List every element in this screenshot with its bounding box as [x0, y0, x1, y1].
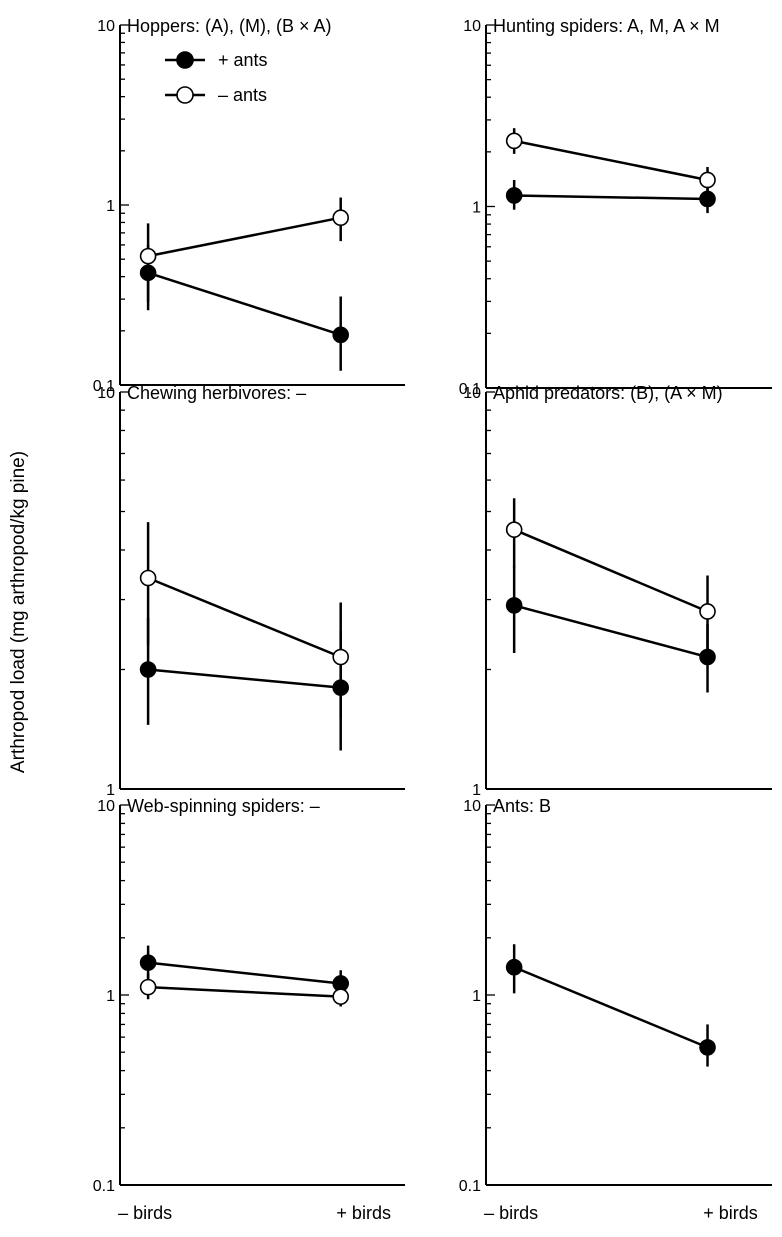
data-point [139, 954, 157, 971]
panel-title: Hunting spiders: A, M, A × M [493, 16, 720, 36]
series-line [148, 985, 341, 998]
panel-web-spinning-spiders: 10 1 0.1 Web-spinning spiders: – – birds + bi… [93, 796, 405, 1223]
data-point [699, 190, 716, 208]
panel-hoppers-a-m-b-a: 10 1 0.1 Hoppers: (A), (M), (B × A) [93, 16, 405, 395]
series-line [514, 194, 708, 201]
y-tick-label: 10 [463, 798, 481, 815]
data-point [505, 132, 523, 150]
series-line [513, 966, 708, 1049]
y-tick-label: 10 [463, 385, 481, 402]
series-line [147, 668, 341, 689]
series-plus-ants [505, 944, 716, 1067]
y-tick-label: 1 [472, 988, 481, 1005]
y-tick-label: 10 [97, 385, 115, 402]
series-minus-ants [505, 128, 716, 193]
x-tick-label: + birds [703, 1203, 758, 1223]
y-tick-label: 0.1 [459, 381, 481, 398]
x-tick-label: + birds [336, 1203, 391, 1223]
legend: + ants – ants [165, 50, 268, 105]
series-minus-ants [139, 522, 350, 720]
series-line [147, 216, 341, 258]
data-point [332, 209, 350, 227]
data-point [505, 521, 523, 538]
data-point [505, 597, 523, 614]
series-minus-ants [139, 973, 350, 1007]
data-point [505, 187, 523, 204]
legend-marker [176, 51, 194, 69]
y-tick-label: 1 [106, 782, 115, 799]
y-axis-label: Arthropod load (mg arthropod/kg pine) [8, 450, 29, 774]
y-tick-label: 10 [463, 18, 481, 35]
y-tick-label: 1 [472, 782, 481, 799]
data-point [139, 569, 157, 587]
panel-title: Web-spinning spiders: – [127, 796, 320, 816]
x-tick-label: – birds [484, 1203, 538, 1223]
panel-ants-b: 10 1 0.1 Ants: B – birds + birds [459, 796, 772, 1223]
data-point [332, 648, 350, 666]
series-plus-ants [505, 179, 716, 214]
series-line [513, 604, 708, 659]
y-tick-label: 10 [97, 798, 115, 815]
series-plus-ants [139, 617, 350, 751]
series-minus-ants [505, 498, 716, 654]
panel-title: Hoppers: (A), (M), (B × A) [127, 16, 332, 36]
data-point [139, 978, 157, 996]
y-tick-label: 1 [106, 198, 115, 215]
data-point [699, 603, 716, 620]
y-tick-label: 0.1 [93, 1178, 115, 1195]
panel-title: Chewing herbivores: – [127, 383, 306, 403]
data-point [332, 326, 350, 344]
series-line [513, 528, 709, 613]
series-line [147, 961, 341, 985]
legend-label: – ants [218, 85, 267, 105]
series-plus-ants [505, 565, 716, 693]
y-tick-label: 0.1 [459, 1178, 481, 1195]
data-point [139, 661, 157, 678]
panel-hunting-spiders-a-m-a-m: 10 1 0.1 Hunting spiders: A, M, A × M [459, 16, 772, 398]
panel-chewing-herbivores: 10 1 Chewing herbivores: – [97, 383, 405, 799]
panel-title: Ants: B [493, 796, 551, 816]
y-tick-label: 0.1 [93, 378, 115, 395]
series-line [147, 576, 342, 659]
data-point [505, 958, 523, 976]
data-point [139, 247, 157, 265]
series-minus-ants [139, 197, 350, 302]
y-tick-label: 10 [97, 18, 115, 35]
data-point [332, 988, 350, 1005]
legend-item-minus-ants: – ants [165, 85, 267, 105]
series-plus-ants [139, 244, 350, 371]
series-plus-ants [139, 945, 350, 997]
y-tick-label: 1 [472, 200, 481, 217]
legend-label: + ants [218, 50, 268, 70]
data-point [699, 1039, 716, 1056]
data-point [699, 171, 716, 189]
panel-title: Aphid predators: (B), (A × M) [493, 383, 723, 403]
y-tick-label: 1 [106, 988, 115, 1005]
legend-marker [176, 86, 194, 104]
series-line [513, 139, 708, 182]
series-line [147, 271, 342, 337]
panel-aphid-predators-b-a-m: 10 1 Aphid predators: (B), (A × M) [463, 383, 772, 799]
x-tick-label: – birds [118, 1203, 172, 1223]
legend-item-plus-ants: + ants [165, 50, 268, 70]
